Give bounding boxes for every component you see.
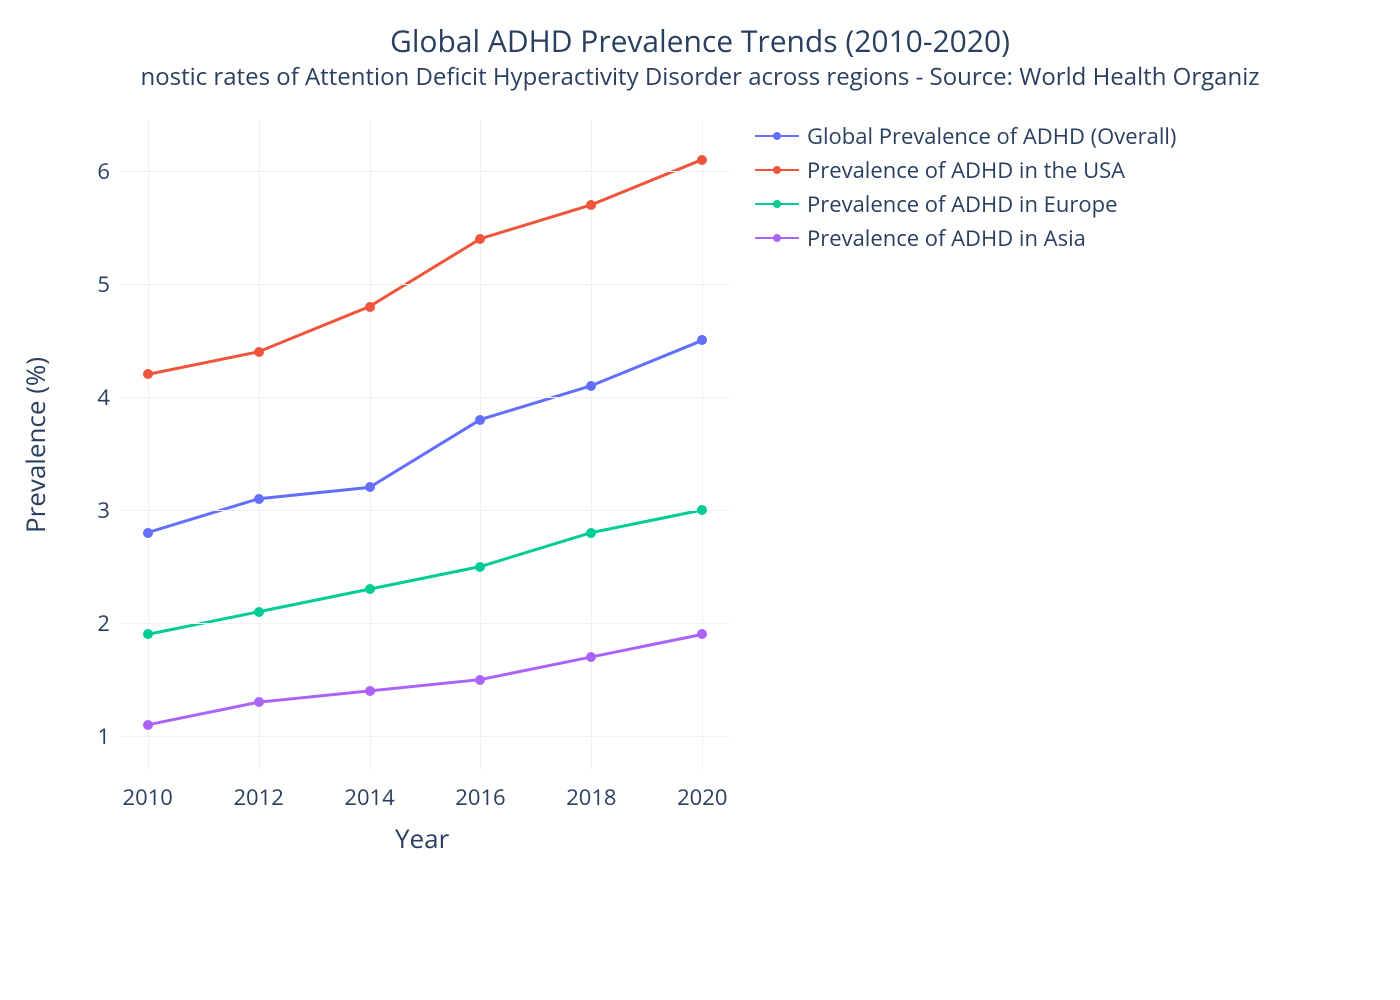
series-marker[interactable] [586, 381, 596, 391]
y-axis-title: Prevalence (%) [17, 357, 53, 533]
y-tick-label: 2 [70, 608, 110, 638]
series-marker[interactable] [475, 415, 485, 425]
legend: Global Prevalence of ADHD (Overall) Preva… [755, 120, 1176, 256]
series-marker[interactable] [365, 482, 375, 492]
legend-swatch [755, 169, 799, 171]
series-marker[interactable] [365, 584, 375, 594]
x-gridline [702, 120, 703, 770]
series-marker[interactable] [143, 720, 153, 730]
y-gridline [120, 397, 730, 398]
x-gridline [480, 120, 481, 770]
y-tick-label: 1 [70, 721, 110, 751]
x-tick-label: 2016 [455, 782, 505, 812]
y-gridline [120, 736, 730, 737]
y-gridline [120, 284, 730, 285]
series-marker[interactable] [365, 302, 375, 312]
series-marker[interactable] [586, 652, 596, 662]
legend-label: Prevalence of ADHD in Asia [807, 223, 1086, 253]
line-series-svg [120, 120, 730, 770]
x-gridline [259, 120, 260, 770]
y-tick-label: 3 [70, 495, 110, 525]
series-marker[interactable] [254, 494, 264, 504]
series-marker[interactable] [143, 629, 153, 639]
legend-swatch [755, 135, 799, 137]
series-marker[interactable] [697, 505, 707, 515]
legend-item[interactable]: Global Prevalence of ADHD (Overall) [755, 120, 1176, 152]
x-tick-label: 2018 [566, 782, 616, 812]
series-marker[interactable] [586, 200, 596, 210]
y-tick-label: 5 [70, 269, 110, 299]
legend-item[interactable]: Prevalence of ADHD in Europe [755, 188, 1176, 220]
x-gridline [148, 120, 149, 770]
series-marker[interactable] [254, 697, 264, 707]
plot-area [120, 120, 730, 770]
series-line[interactable] [148, 340, 703, 532]
chart-container: Global ADHD Prevalence Trends (2010-2020… [0, 0, 1400, 1000]
legend-swatch [755, 237, 799, 239]
legend-item[interactable]: Prevalence of ADHD in Asia [755, 222, 1176, 254]
series-marker[interactable] [697, 155, 707, 165]
x-tick-label: 2014 [344, 782, 394, 812]
y-gridline [120, 623, 730, 624]
y-gridline [120, 171, 730, 172]
series-marker[interactable] [143, 528, 153, 538]
chart-title: Global ADHD Prevalence Trends (2010-2020… [0, 20, 1400, 61]
series-marker[interactable] [475, 675, 485, 685]
series-marker[interactable] [143, 369, 153, 379]
legend-label: Global Prevalence of ADHD (Overall) [807, 121, 1176, 151]
x-gridline [370, 120, 371, 770]
series-marker[interactable] [365, 686, 375, 696]
legend-item[interactable]: Prevalence of ADHD in the USA [755, 154, 1176, 186]
chart-subtitle: nostic rates of Attention Deficit Hypera… [0, 60, 1400, 93]
series-line[interactable] [148, 510, 703, 634]
series-marker[interactable] [254, 347, 264, 357]
y-tick-label: 4 [70, 382, 110, 412]
x-tick-label: 2012 [233, 782, 283, 812]
series-line[interactable] [148, 160, 703, 375]
y-gridline [120, 510, 730, 511]
series-line[interactable] [148, 634, 703, 724]
series-marker[interactable] [475, 234, 485, 244]
x-tick-label: 2010 [123, 782, 173, 812]
series-marker[interactable] [697, 629, 707, 639]
legend-swatch [755, 203, 799, 205]
legend-label: Prevalence of ADHD in Europe [807, 189, 1117, 219]
series-marker[interactable] [475, 562, 485, 572]
x-tick-label: 2020 [677, 782, 727, 812]
series-marker[interactable] [586, 528, 596, 538]
y-tick-label: 6 [70, 156, 110, 186]
series-marker[interactable] [254, 607, 264, 617]
legend-label: Prevalence of ADHD in the USA [807, 155, 1125, 185]
series-marker[interactable] [697, 335, 707, 345]
x-gridline [591, 120, 592, 770]
x-axis-title: Year [395, 820, 449, 856]
